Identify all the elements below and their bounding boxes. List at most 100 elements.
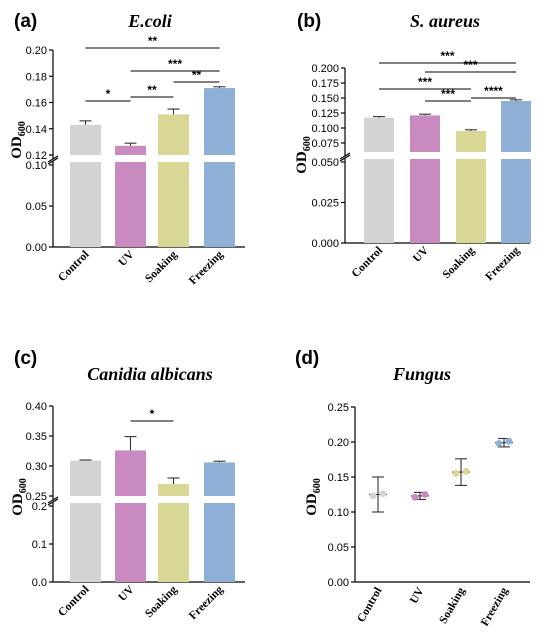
y-tick-label: 0.200 — [311, 63, 339, 75]
bar-control-upper — [70, 460, 101, 496]
significance-label: * — [106, 87, 111, 101]
y-tick-label: 0.150 — [311, 93, 339, 105]
y-tick-label: 0.16 — [26, 98, 47, 110]
y-tick-label: 0.025 — [311, 198, 339, 210]
bar-freezing-lower — [204, 162, 235, 247]
y-tick-label: 0.40 — [26, 401, 47, 413]
significance-label: *** — [463, 58, 477, 72]
significance-label: ** — [148, 34, 158, 48]
x-tick-label: Control — [56, 584, 91, 619]
x-tick-label: Control — [56, 249, 91, 284]
y-tick-label: 0.125 — [311, 108, 339, 120]
bar-soaking-upper — [158, 114, 189, 155]
bar-soaking-upper — [456, 131, 486, 152]
panel-label: (d) — [295, 348, 319, 369]
bar-control-lower — [70, 162, 101, 247]
y-tick-label: 0.050 — [311, 157, 339, 169]
data-point-control — [369, 492, 377, 500]
y-tick-label: 0.25 — [328, 402, 349, 414]
y-tick-label: 0.175 — [311, 78, 339, 90]
x-tick-label: Soaking — [437, 585, 467, 626]
x-tick-label: Freezing — [479, 585, 511, 628]
panel-b: (b) S. aureus OD600 0.000 0.025 0.050 0.075 0.1… — [294, 11, 531, 283]
panel-label: (a) — [14, 11, 37, 32]
bar-uv-lower — [115, 503, 146, 582]
x-tick-label: UV — [116, 583, 137, 604]
y-axis-title: OD600 — [10, 478, 29, 516]
bar-control-lower — [70, 503, 101, 582]
y-axis-title: OD600 — [304, 478, 323, 516]
chart-title: S. aureus — [410, 11, 480, 31]
y-tick-label: 0.1 — [32, 539, 47, 551]
panel-label: (c) — [14, 348, 37, 369]
x-tick-label: Freezing — [187, 248, 226, 287]
significance-label: *** — [440, 49, 454, 63]
axis-break-mark — [339, 154, 351, 162]
chart-title: Fungus — [392, 364, 451, 384]
significance-label: *** — [168, 57, 182, 71]
bar-uv-upper — [115, 450, 146, 496]
y-tick-label: 0.100 — [311, 123, 339, 135]
y-tick-label: 0.05 — [26, 201, 47, 213]
y-axis-title: OD600 — [294, 136, 313, 174]
y-tick-label: 0.25 — [26, 491, 47, 503]
y-tick-label: 0.20 — [328, 437, 349, 449]
y-tick-label: 0.18 — [26, 71, 47, 83]
bar-control-lower — [364, 159, 394, 243]
axis-break-mark — [47, 157, 59, 165]
x-tick-label: UV — [408, 585, 427, 606]
y-tick-label: 0.10 — [328, 507, 349, 519]
x-tick-label: Soaking — [143, 583, 180, 620]
bar-freezing-upper — [204, 462, 235, 496]
panel-d: (d) Fungus OD600 0.00 0.05 0.10 0.15 0.20 0.25 Co… — [295, 348, 530, 628]
bar-uv-upper — [115, 145, 146, 155]
bar-soaking-lower — [158, 162, 189, 247]
data-point-soaking — [462, 468, 470, 475]
bar-uv-lower — [115, 162, 146, 247]
data-point-control — [379, 490, 387, 498]
significance-label: ** — [192, 68, 202, 82]
data-point-freezing — [505, 437, 513, 445]
bar-soaking-lower — [456, 159, 486, 243]
y-tick-label: 0.05 — [328, 542, 349, 554]
bar-freezing-upper — [501, 101, 531, 152]
panel-c: (c) Canidia albicans OD600 0.0 0.1 0.20.25 0.3… — [10, 348, 245, 622]
x-tick-label: Freezing — [187, 583, 226, 622]
y-tick-label: 0.00 — [26, 242, 47, 254]
chart-title: E.coli — [127, 11, 172, 31]
x-tick-label: Soaking — [441, 244, 478, 281]
data-point-uv — [411, 493, 419, 501]
bar-uv-lower — [410, 159, 440, 243]
y-tick-label: 0.2 — [32, 501, 47, 513]
y-tick-label: 0.30 — [26, 461, 47, 473]
data-point-soaking — [452, 470, 460, 477]
axis-break-mark — [47, 496, 59, 504]
significance-label: **** — [484, 84, 503, 98]
bar-control-upper — [364, 117, 394, 152]
x-tick-label: Control — [355, 586, 384, 625]
bar-freezing-lower — [204, 503, 235, 582]
significance-label: * — [150, 407, 155, 421]
significance-label: *** — [418, 75, 432, 89]
y-tick-label: 0.0 — [32, 577, 47, 589]
y-tick-label: 0.15 — [328, 472, 349, 484]
x-tick-label: UV — [411, 244, 432, 265]
chart-title: Canidia albicans — [87, 364, 213, 384]
y-tick-label: 0.14 — [26, 124, 47, 136]
y-tick-label: 0.12 — [26, 150, 47, 162]
x-tick-label: Control — [350, 245, 385, 280]
y-tick-label: 0.000 — [311, 238, 339, 250]
bar-uv-upper — [410, 115, 440, 152]
y-tick-label: 0.00 — [328, 577, 349, 589]
y-tick-label: 0.10 — [26, 160, 47, 172]
y-tick-label: 0.075 — [311, 138, 339, 150]
bar-freezing-upper — [204, 88, 235, 155]
x-tick-label: UV — [116, 248, 137, 269]
panel-label: (b) — [297, 11, 321, 32]
data-point-uv — [421, 491, 429, 498]
bar-control-upper — [70, 124, 101, 155]
y-tick-label: 0.35 — [26, 431, 47, 443]
bar-soaking-upper — [158, 484, 189, 496]
significance-label: ** — [147, 83, 157, 97]
bar-freezing-lower — [501, 159, 531, 243]
